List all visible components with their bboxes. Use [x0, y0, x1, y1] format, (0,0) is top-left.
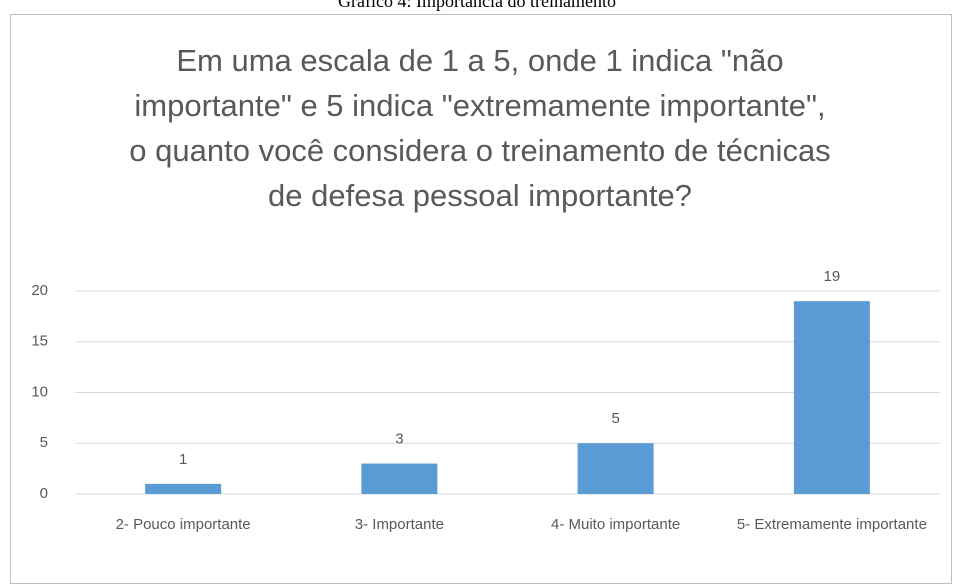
x-tick-label: 4- Muito importante: [551, 516, 680, 533]
bar: [145, 483, 222, 494]
data-label: 3: [395, 431, 403, 448]
bar: [793, 301, 870, 494]
y-tick-label: 10: [31, 383, 48, 400]
y-tick-label: 20: [31, 282, 48, 299]
chart-title: Em uma escala de 1 a 5, onde 1 indica "n…: [129, 43, 831, 213]
figure-caption: Gráfico 4: Importância do treinamento: [338, 0, 616, 11]
bar: [361, 463, 438, 494]
x-tick-label: 2- Pouco importante: [116, 516, 251, 533]
bar: [577, 443, 654, 494]
y-tick-label: 5: [40, 434, 48, 451]
data-label: 1: [179, 451, 187, 468]
data-label: 19: [824, 268, 841, 285]
y-tick-label: 0: [40, 485, 48, 502]
x-tick-label: 3- Importante: [355, 516, 444, 533]
data-label: 5: [611, 410, 619, 427]
x-tick-label: 5- Extremamente importante: [737, 516, 927, 533]
y-tick-label: 15: [31, 333, 48, 350]
